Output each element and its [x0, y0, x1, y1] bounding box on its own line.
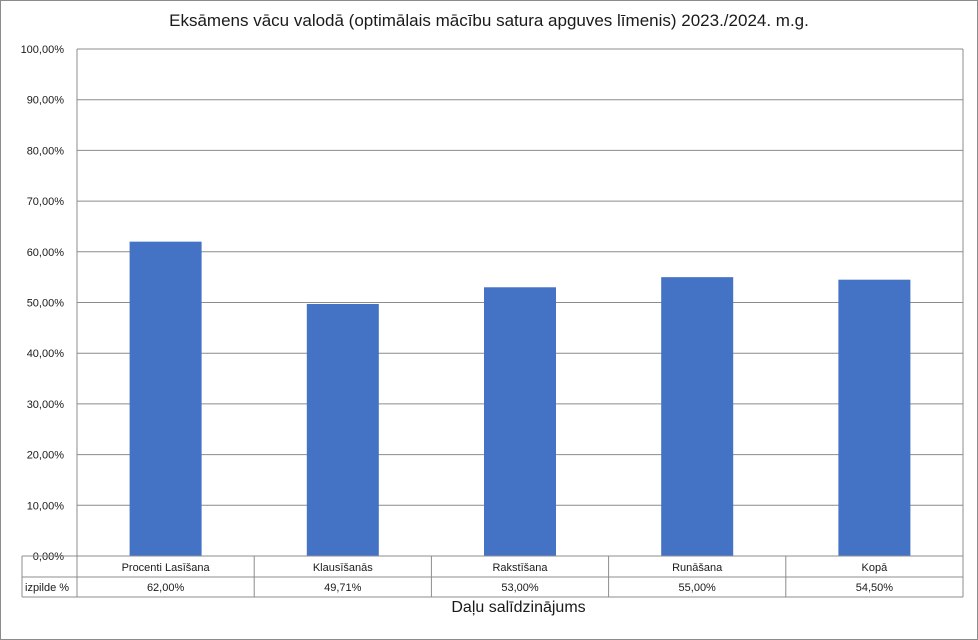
data-label: 55,00%	[679, 582, 717, 594]
data-label: 62,00%	[147, 582, 185, 594]
x-tick-label: Runāšana	[672, 562, 723, 574]
x-axis-title: Daļu salīdzinājums	[451, 599, 586, 616]
x-tick-label: Procenti Lasīšana	[122, 562, 211, 574]
y-tick-label: 80,00%	[27, 145, 65, 157]
y-tick-label: 90,00%	[27, 95, 65, 107]
x-tick-label: Kopā	[862, 562, 889, 574]
data-label: 53,00%	[501, 582, 539, 594]
y-tick-label: 100,00%	[21, 44, 65, 56]
y-tick-label: 10,00%	[27, 500, 65, 512]
y-tick-label: 50,00%	[27, 298, 65, 310]
y-tick-label: 20,00%	[27, 450, 65, 462]
bar	[661, 277, 734, 556]
data-label: 54,50%	[856, 582, 894, 594]
chart-title: Eksāmens vācu valodā (optimālais mācību …	[169, 11, 809, 30]
bar	[484, 287, 556, 556]
y-tick-label: 70,00%	[27, 196, 65, 208]
bar	[838, 279, 911, 556]
y-tick-label: 60,00%	[27, 247, 65, 259]
bar	[129, 241, 202, 556]
bar	[306, 303, 379, 556]
data-label: 49,71%	[324, 582, 362, 594]
y-tick-label: 30,00%	[27, 399, 65, 411]
legend-series-name: izpilde %	[25, 582, 69, 594]
y-tick-label: 0,00%	[33, 551, 64, 563]
x-tick-label: Rakstīšana	[492, 562, 548, 574]
y-tick-label: 40,00%	[27, 348, 65, 360]
x-tick-label: Klausīšanās	[313, 562, 373, 574]
